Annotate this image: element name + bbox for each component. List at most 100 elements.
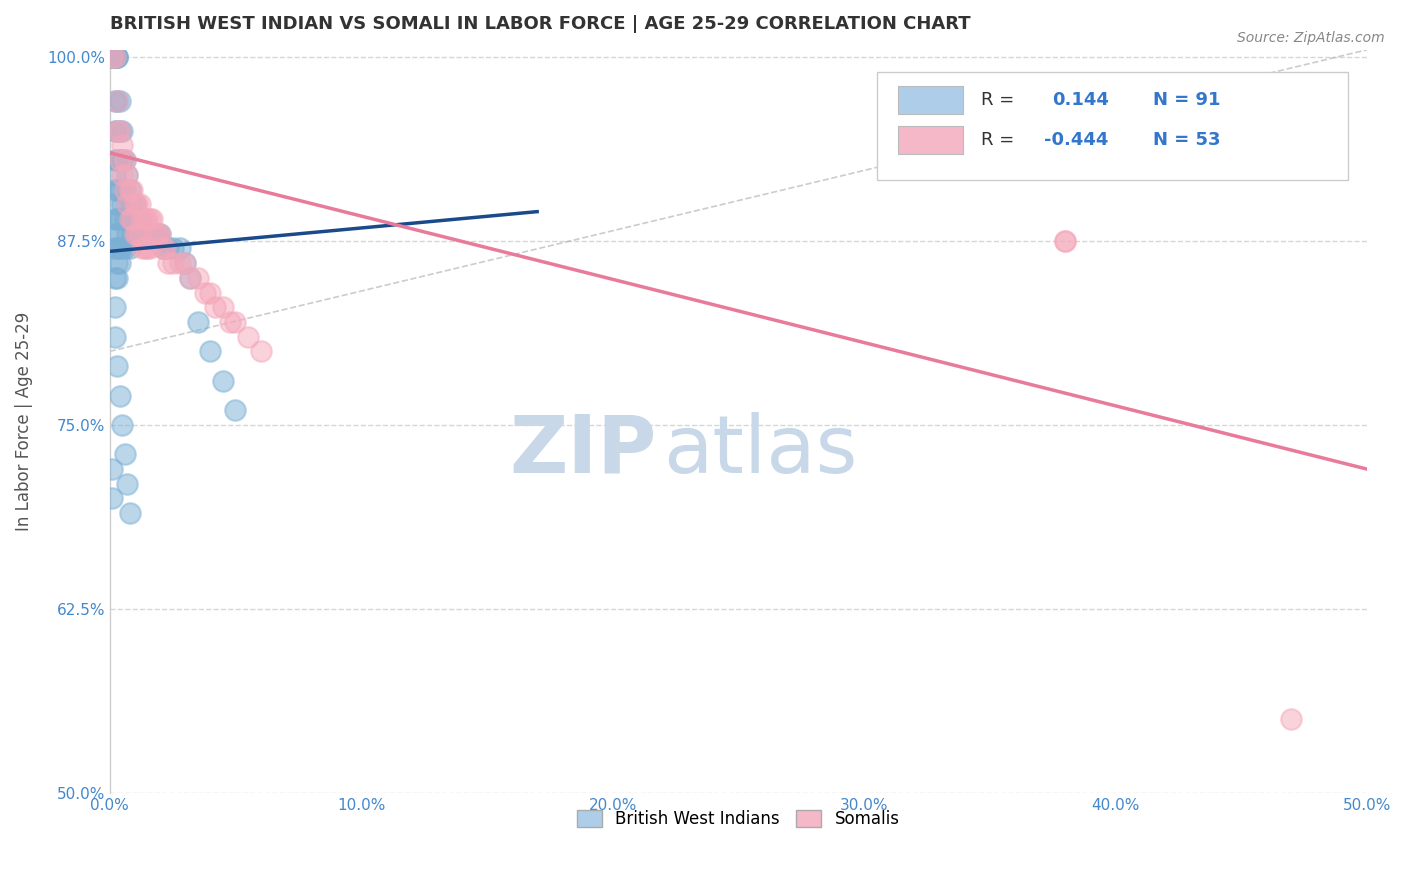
Point <box>127 227 149 241</box>
Point <box>114 447 136 461</box>
Text: N = 53: N = 53 <box>1153 131 1220 149</box>
Point <box>105 256 128 270</box>
Point <box>1054 234 1077 248</box>
Point <box>104 183 127 197</box>
Point <box>162 256 184 270</box>
Point <box>104 168 127 182</box>
Point <box>104 124 127 138</box>
Point <box>105 50 128 64</box>
Point <box>108 153 131 168</box>
Point <box>105 124 128 138</box>
Point <box>111 417 134 432</box>
Point <box>117 197 139 211</box>
Point <box>111 241 134 255</box>
Point <box>111 168 134 182</box>
Point <box>149 227 172 241</box>
Point <box>101 50 124 64</box>
Point <box>121 212 143 227</box>
Point <box>104 241 127 255</box>
Text: N = 91: N = 91 <box>1153 91 1220 110</box>
Text: ZIP: ZIP <box>509 412 657 490</box>
Point <box>127 212 149 227</box>
Point <box>174 256 197 270</box>
Point <box>111 124 134 138</box>
Point <box>124 227 146 241</box>
Point <box>108 124 131 138</box>
Point <box>141 212 163 227</box>
FancyBboxPatch shape <box>876 72 1348 180</box>
Point <box>101 50 124 64</box>
Point <box>143 227 166 241</box>
Point <box>104 95 127 109</box>
Point <box>101 50 124 64</box>
Point <box>169 241 191 255</box>
Point <box>169 256 191 270</box>
Point <box>121 183 143 197</box>
Point <box>136 227 159 241</box>
Point <box>212 300 235 314</box>
Point <box>105 95 128 109</box>
Point <box>118 241 141 255</box>
Point <box>1279 712 1302 726</box>
Point <box>114 183 136 197</box>
Point <box>108 388 131 402</box>
Point <box>105 50 128 64</box>
Point <box>136 241 159 255</box>
Text: R =: R = <box>981 91 1014 110</box>
Point <box>224 403 246 417</box>
Point <box>108 212 131 227</box>
Point <box>141 227 163 241</box>
Point <box>124 197 146 211</box>
Point <box>139 241 162 255</box>
Text: R =: R = <box>981 131 1014 149</box>
Point <box>101 462 124 476</box>
Point <box>104 50 127 64</box>
Point <box>104 50 127 64</box>
Point <box>104 227 127 241</box>
Point <box>108 241 131 255</box>
Point <box>129 212 152 227</box>
Point <box>101 50 124 64</box>
Point <box>108 183 131 197</box>
Point <box>118 506 141 520</box>
Point <box>124 212 146 227</box>
Point <box>105 183 128 197</box>
Point <box>108 124 131 138</box>
Point <box>129 227 152 241</box>
Point <box>146 227 169 241</box>
Point <box>187 315 209 329</box>
Point <box>114 241 136 255</box>
Point <box>149 227 172 241</box>
Point <box>139 227 162 241</box>
Point <box>219 315 242 329</box>
Point <box>249 344 271 359</box>
Point <box>108 95 131 109</box>
Point <box>105 153 128 168</box>
Point <box>118 212 141 227</box>
Point <box>131 227 153 241</box>
Point <box>162 241 184 255</box>
Text: Source: ZipAtlas.com: Source: ZipAtlas.com <box>1237 31 1385 45</box>
Point <box>187 270 209 285</box>
Point <box>179 270 201 285</box>
Point <box>131 212 153 227</box>
Point <box>105 124 128 138</box>
Point <box>224 315 246 329</box>
Point <box>114 183 136 197</box>
Point <box>136 212 159 227</box>
Point <box>104 50 127 64</box>
Point <box>1054 234 1077 248</box>
Point <box>114 153 136 168</box>
Legend: British West Indians, Somalis: British West Indians, Somalis <box>568 802 908 837</box>
Text: -0.444: -0.444 <box>1043 131 1108 149</box>
Point <box>105 227 128 241</box>
Point <box>104 197 127 211</box>
Point <box>104 50 127 64</box>
Text: 0.144: 0.144 <box>1053 91 1109 110</box>
Point <box>174 256 197 270</box>
Point <box>152 241 174 255</box>
Point <box>104 300 127 314</box>
Point <box>156 256 179 270</box>
Point <box>127 227 149 241</box>
Point <box>105 270 128 285</box>
